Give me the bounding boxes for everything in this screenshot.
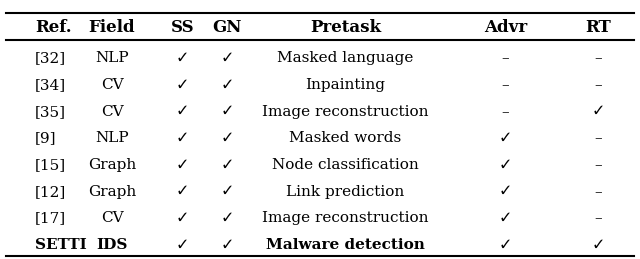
Text: SS: SS <box>171 19 194 36</box>
Text: –: – <box>595 211 602 225</box>
Text: Inpainting: Inpainting <box>306 78 385 92</box>
Text: –: – <box>595 158 602 172</box>
Text: IDS: IDS <box>96 238 128 252</box>
Text: Masked words: Masked words <box>289 131 402 145</box>
Text: ✓: ✓ <box>176 238 189 253</box>
Text: CV: CV <box>100 105 124 119</box>
Text: [34]: [34] <box>35 78 67 92</box>
Text: ✓: ✓ <box>176 51 189 66</box>
Text: Image reconstruction: Image reconstruction <box>262 105 429 119</box>
Text: ✓: ✓ <box>176 104 189 119</box>
Text: ✓: ✓ <box>176 184 189 199</box>
Text: Graph: Graph <box>88 185 136 199</box>
Text: ✓: ✓ <box>499 184 512 199</box>
Text: ✓: ✓ <box>176 77 189 92</box>
Text: [35]: [35] <box>35 105 66 119</box>
Text: Link prediction: Link prediction <box>287 185 404 199</box>
Text: ✓: ✓ <box>176 131 189 146</box>
Text: ✓: ✓ <box>176 157 189 172</box>
Text: ✓: ✓ <box>499 211 512 226</box>
Text: –: – <box>595 78 602 92</box>
Text: ✓: ✓ <box>221 211 234 226</box>
Text: ✓: ✓ <box>221 184 234 199</box>
Text: ✓: ✓ <box>592 238 605 253</box>
Text: ✓: ✓ <box>499 131 512 146</box>
Text: [15]: [15] <box>35 158 67 172</box>
Text: ✓: ✓ <box>499 238 512 253</box>
Text: [9]: [9] <box>35 131 57 145</box>
Text: Masked language: Masked language <box>277 51 414 65</box>
Text: –: – <box>595 131 602 145</box>
Text: ✓: ✓ <box>592 104 605 119</box>
Text: Field: Field <box>89 19 135 36</box>
Text: –: – <box>595 51 602 65</box>
Text: Pretask: Pretask <box>310 19 381 36</box>
Text: Ref.: Ref. <box>35 19 72 36</box>
Text: Graph: Graph <box>88 158 136 172</box>
Text: ✓: ✓ <box>221 157 234 172</box>
Text: ✓: ✓ <box>221 104 234 119</box>
Text: ✓: ✓ <box>221 51 234 66</box>
Text: [32]: [32] <box>35 51 67 65</box>
Text: ✓: ✓ <box>176 211 189 226</box>
Text: –: – <box>595 185 602 199</box>
Text: CV: CV <box>100 78 124 92</box>
Text: –: – <box>502 51 509 65</box>
Text: –: – <box>502 105 509 119</box>
Text: ✓: ✓ <box>221 238 234 253</box>
Text: ✓: ✓ <box>499 157 512 172</box>
Text: Image reconstruction: Image reconstruction <box>262 211 429 225</box>
Text: ✓: ✓ <box>221 131 234 146</box>
Text: [12]: [12] <box>35 185 67 199</box>
Text: ✓: ✓ <box>221 77 234 92</box>
Text: CV: CV <box>100 211 124 225</box>
Text: NLP: NLP <box>95 51 129 65</box>
Text: RT: RT <box>586 19 611 36</box>
Text: Malware detection: Malware detection <box>266 238 425 252</box>
Text: NLP: NLP <box>95 131 129 145</box>
Text: SETTI: SETTI <box>35 238 87 252</box>
Text: Advr: Advr <box>484 19 527 36</box>
Text: Node classification: Node classification <box>272 158 419 172</box>
Text: [17]: [17] <box>35 211 67 225</box>
Text: –: – <box>502 78 509 92</box>
Text: GN: GN <box>212 19 242 36</box>
